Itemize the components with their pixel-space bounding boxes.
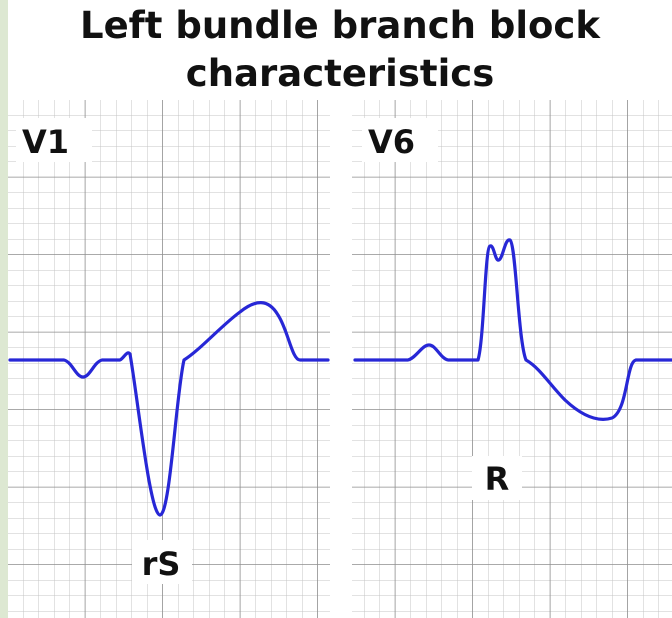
label-bg — [132, 540, 192, 584]
ecg-trace — [8, 301, 330, 517]
title-line: Left bundle branch block — [80, 4, 601, 47]
label-bg — [472, 456, 522, 500]
label-bg — [362, 118, 438, 162]
lead-label: V6 — [368, 123, 415, 161]
lead-label: V1 — [22, 123, 69, 161]
label-bg — [16, 118, 92, 162]
ecg-trace — [353, 238, 672, 421]
panel-v6: V6 R — [352, 100, 672, 618]
panel-v1: V1 rS — [8, 100, 330, 618]
title-line: characteristics — [186, 52, 494, 95]
annotation: R — [485, 460, 510, 498]
annotation: rS — [142, 545, 181, 583]
